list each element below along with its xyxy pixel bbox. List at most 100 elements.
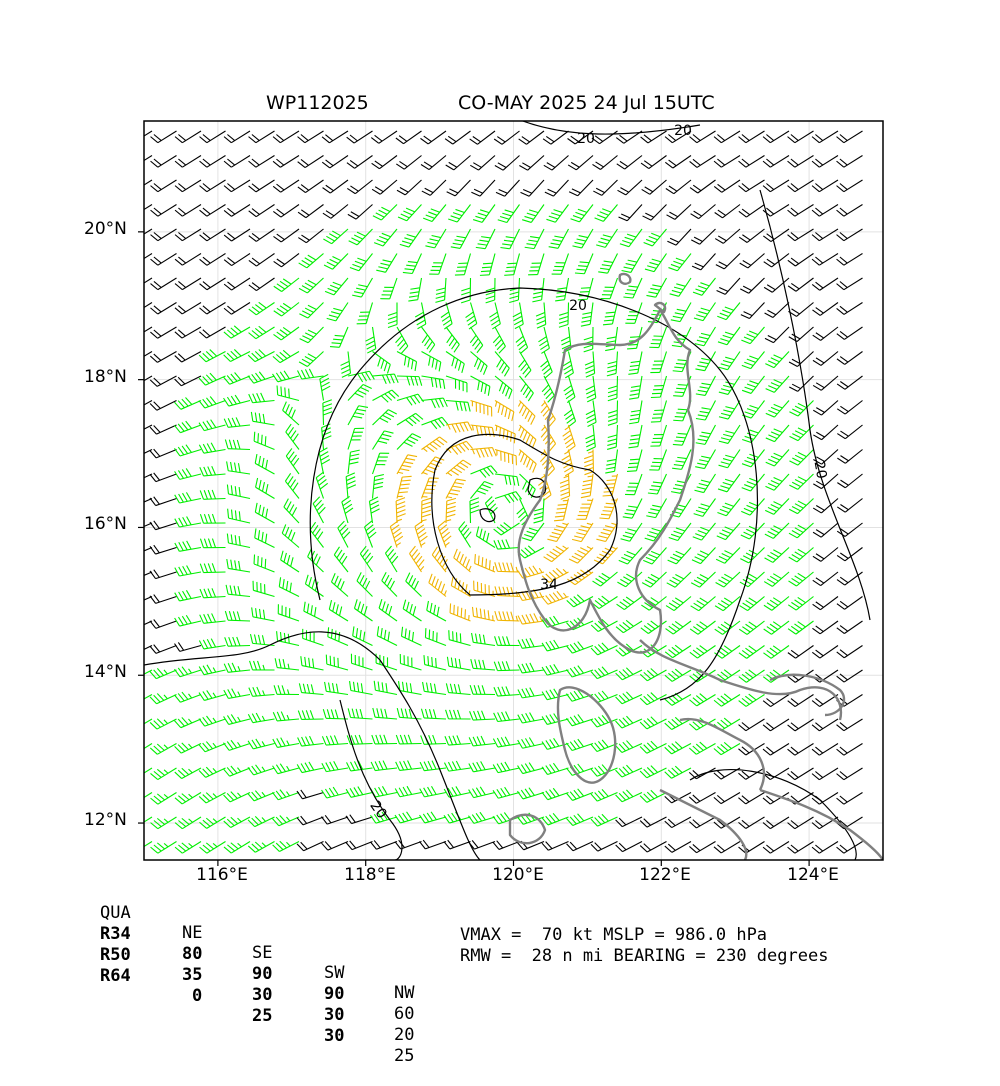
wind-barb — [299, 352, 323, 367]
wind-barb — [628, 352, 642, 375]
wind-barb — [646, 278, 666, 297]
wind-barb — [765, 523, 789, 538]
wind-barb — [764, 621, 789, 634]
wind-barb — [275, 658, 299, 670]
wind-barb — [274, 254, 299, 267]
wind-barb — [199, 690, 225, 700]
wind-barb — [250, 634, 274, 645]
wind-barb — [224, 689, 250, 699]
wind-barb — [569, 180, 593, 196]
wind-barb — [397, 180, 422, 195]
wind-barb — [248, 372, 275, 383]
wind-barb — [690, 180, 715, 193]
wind-barb — [373, 453, 390, 474]
wind-barb — [126, 744, 152, 756]
wind-barb — [788, 572, 813, 586]
wind-barb — [150, 401, 176, 411]
wind-barb — [568, 156, 593, 170]
wind-barb — [763, 744, 789, 756]
lat-label-14n: 14°N — [84, 662, 136, 682]
r64-ne: 0 — [192, 986, 202, 1006]
wind-barb — [366, 327, 376, 353]
wind-barb — [273, 350, 299, 362]
wind-barb — [396, 131, 422, 144]
wind-barb — [640, 668, 666, 680]
wind-barb — [518, 546, 544, 558]
wind-barb — [837, 278, 863, 290]
wind-barb — [126, 327, 152, 338]
wind-barb — [373, 390, 399, 402]
wind-barb — [495, 611, 520, 621]
header-sw: SW — [324, 963, 344, 983]
wind-barb — [248, 713, 274, 723]
wind-barb — [544, 546, 569, 562]
wind-barb — [373, 410, 397, 425]
wind-barb — [249, 180, 275, 192]
wind-barb — [446, 683, 470, 694]
wind-barb — [788, 254, 814, 267]
wind-barb — [126, 131, 152, 143]
wind-barb — [689, 817, 715, 828]
wind-barb — [468, 812, 495, 823]
wind-barb — [395, 812, 422, 823]
wind-barb — [249, 131, 275, 143]
wind-barb — [227, 485, 250, 499]
wind-barb — [175, 180, 201, 192]
wind-barb — [370, 840, 397, 849]
lon-label-118e: 118°E — [325, 865, 415, 885]
wind-barb — [151, 793, 177, 805]
wind-barb — [150, 570, 177, 579]
wind-barb — [150, 744, 176, 755]
wind-barb — [586, 401, 596, 427]
wind-barb — [763, 768, 789, 780]
wind-barb — [812, 646, 838, 659]
wind-barb — [766, 376, 789, 392]
wind-barb — [812, 180, 838, 192]
wind-barb — [616, 817, 642, 827]
wind-barb — [813, 597, 838, 610]
wind-barb — [742, 376, 764, 393]
header-se: SE — [252, 943, 272, 963]
wind-barb — [542, 713, 568, 724]
wind-barb — [812, 621, 838, 634]
wind-barb — [377, 626, 397, 645]
lat-label-18n: 18°N — [84, 367, 136, 387]
wind-barb — [224, 180, 250, 192]
wind-barb — [641, 621, 667, 634]
wind-barb — [341, 352, 351, 378]
wind-barb — [495, 474, 519, 486]
wind-barb — [495, 352, 509, 377]
wind-barb — [397, 434, 421, 450]
wind-barb — [126, 768, 152, 780]
r64-nw: 25 — [394, 1046, 414, 1066]
row-label: R64 — [100, 966, 131, 986]
wind-barb — [837, 303, 863, 315]
wind-barb — [714, 694, 740, 706]
wind-barb — [348, 708, 372, 719]
wind-barb — [690, 646, 716, 659]
wind-barb — [346, 815, 373, 824]
wind-barb — [421, 709, 446, 719]
wind-barb — [274, 685, 299, 694]
wind-barb — [224, 131, 250, 143]
wind-barb — [607, 425, 617, 449]
r34-ne: 80 — [182, 944, 202, 964]
wind-barb — [789, 401, 813, 417]
wind-barb — [308, 548, 324, 572]
wind-barb — [342, 496, 353, 523]
wind-barb — [445, 131, 470, 144]
wind-barb — [765, 474, 789, 490]
wind-barb — [225, 611, 250, 621]
wind-barb — [175, 468, 201, 479]
wind-barb — [248, 816, 274, 826]
wind-barb — [640, 766, 666, 778]
wind-barb — [509, 278, 519, 303]
wind-barb — [150, 425, 176, 434]
wind-barb — [739, 131, 765, 143]
wind-barb — [200, 539, 225, 548]
lon-label-120e: 120°E — [473, 865, 563, 885]
wind-barb — [397, 376, 422, 386]
wind-barb — [618, 180, 642, 195]
wind-barb — [621, 523, 642, 541]
wind-barb — [321, 841, 348, 850]
